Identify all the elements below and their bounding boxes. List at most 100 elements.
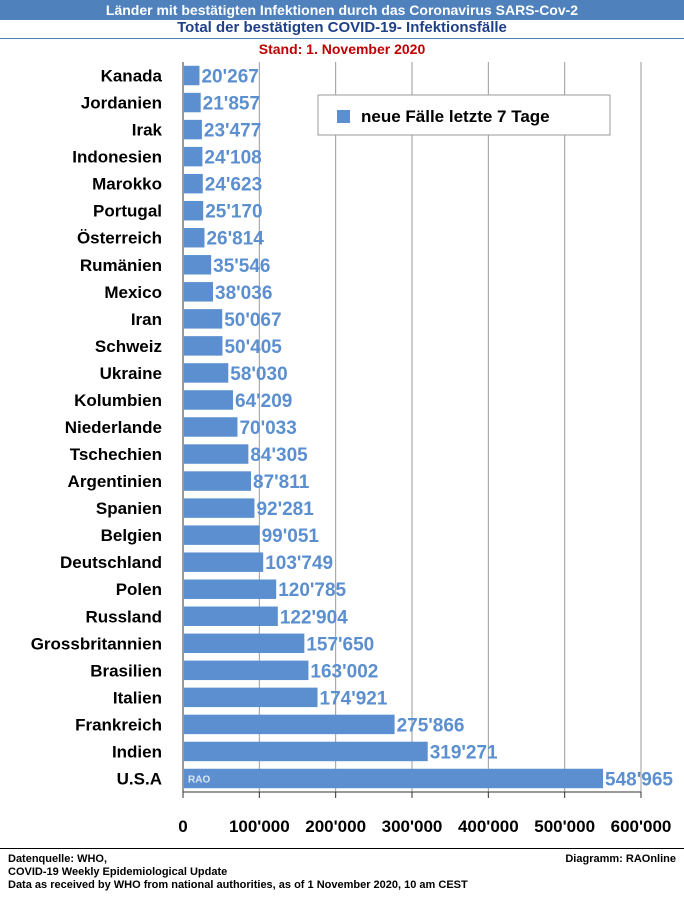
header-divider [0, 38, 684, 39]
data-label: 163'002 [310, 661, 378, 682]
chart-date: Stand: 1. November 2020 [258, 41, 426, 57]
data-label: 87'811 [253, 472, 310, 493]
x-tick-label: 500'000 [534, 817, 595, 836]
category-label: Ukraine [100, 364, 162, 383]
data-label: 50'067 [224, 310, 281, 331]
bar [184, 336, 223, 356]
data-label: 157'650 [306, 634, 374, 655]
bar [184, 282, 214, 302]
footer-credit: Diagramm: RAOnline [565, 853, 676, 865]
category-label: Marokko [92, 175, 162, 194]
data-label: 70'033 [239, 418, 296, 439]
bar [184, 444, 249, 464]
bar [184, 390, 234, 410]
x-tick-label: 0 [178, 817, 187, 836]
data-label: 21'857 [203, 94, 260, 115]
category-label: Kolumbien [74, 391, 162, 410]
bar [184, 119, 202, 140]
category-label: Argentinien [68, 472, 162, 491]
x-tick-label: 300'000 [382, 817, 443, 836]
bar [184, 92, 201, 113]
category-label: Jordanien [81, 94, 162, 113]
x-tick-label: 400'000 [458, 817, 519, 836]
category-label: Schweiz [95, 337, 162, 356]
category-label: Iran [131, 310, 162, 329]
category-label: Belgien [101, 526, 162, 545]
data-label: 122'904 [280, 607, 348, 628]
bar [184, 660, 309, 681]
footer-source-line: Data as received by WHO from national au… [8, 879, 468, 891]
footer-source-line: Datenquelle: WHO, [8, 853, 108, 865]
data-label: 275'866 [397, 715, 465, 736]
bar [184, 579, 277, 599]
category-label: Polen [116, 580, 162, 599]
bar [184, 687, 318, 708]
category-label: Niederlande [65, 418, 162, 437]
category-label: Indien [112, 742, 162, 761]
bar [184, 741, 428, 762]
footer-source-line: COVID-19 Weekly Epidemiological Update [8, 866, 228, 878]
bar [184, 363, 229, 383]
category-label: Irak [132, 121, 163, 140]
category-label: U.S.A [117, 769, 162, 788]
category-label: Grossbritannien [31, 634, 162, 653]
category-label: Österreich [77, 229, 162, 248]
footer-source: Datenquelle: WHO, COVID-19 Weekly Epidem… [8, 853, 468, 892]
bar [184, 633, 305, 654]
category-label: Kanada [101, 67, 163, 86]
bar [184, 606, 278, 626]
data-label: 548'965 [605, 769, 673, 790]
data-label: 38'036 [215, 283, 272, 304]
legend-box [317, 94, 611, 136]
bar [184, 65, 200, 86]
x-tick-label: 100'000 [229, 817, 290, 836]
legend-label: neue Fälle letzte 7 Tage [361, 107, 550, 126]
data-label: 58'030 [230, 364, 287, 385]
data-label: 92'281 [256, 499, 314, 520]
data-label: 319'271 [430, 742, 498, 763]
category-label: Rumänien [80, 256, 162, 275]
bar [184, 228, 205, 248]
category-label: Italien [113, 688, 162, 707]
footer-divider [0, 848, 684, 849]
data-label: 26'814 [206, 229, 264, 250]
bar [184, 146, 203, 167]
bar [184, 714, 395, 735]
bar [184, 417, 238, 437]
data-label: 99'051 [262, 526, 320, 547]
data-label: 24'623 [205, 175, 262, 196]
x-tick-label: 600'000 [611, 817, 672, 836]
category-label: Tschechien [70, 445, 162, 464]
category-label: Brasilien [90, 661, 162, 680]
category-label: Deutschland [60, 553, 162, 572]
legend-swatch [337, 110, 350, 123]
data-label: 35'546 [213, 256, 270, 277]
chart-banner-title: Länder mit bestätigten Infektionen durch… [0, 0, 684, 20]
bar [184, 255, 212, 275]
bar [184, 309, 223, 329]
bar [184, 471, 252, 491]
category-label: Mexico [104, 283, 162, 302]
bar [184, 768, 604, 789]
data-label: 120'785 [278, 580, 346, 601]
category-label: Russland [85, 607, 162, 626]
bar [184, 173, 203, 194]
chart-subtitle: Total der bestätigten COVID-19- Infektio… [177, 19, 507, 36]
bar-chart: 0 100'000 200'000 300'000 400'000 500'000 600'… [31, 62, 673, 836]
category-label: Indonesien [72, 148, 162, 167]
category-label: Spanien [96, 499, 162, 518]
bar [184, 498, 255, 518]
data-label: 24'108 [204, 148, 261, 169]
data-label: 50'405 [224, 337, 282, 358]
data-label: 174'921 [320, 688, 388, 709]
data-label: 25'170 [205, 202, 262, 223]
category-label: Portugal [93, 202, 162, 221]
category-label: Frankreich [75, 715, 162, 734]
data-label: 20'267 [201, 67, 258, 88]
x-tick-label: 200'000 [305, 817, 366, 836]
data-label: 84'305 [250, 445, 308, 466]
bar [184, 525, 260, 545]
bar [184, 552, 264, 572]
bar [184, 200, 204, 221]
data-label: 103'749 [265, 553, 333, 574]
